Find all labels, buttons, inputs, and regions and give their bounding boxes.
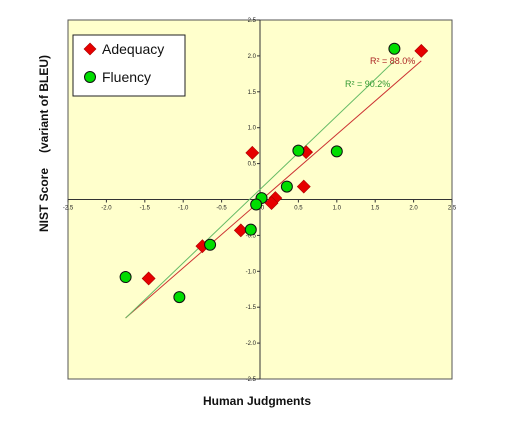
y-tick-label: 2.0 xyxy=(248,54,257,60)
y-tick-label: 0.5 xyxy=(248,162,257,168)
y-tick-label: -1.5 xyxy=(246,305,257,311)
y-tick-label: 2.5 xyxy=(248,18,257,24)
point-fluency xyxy=(251,199,262,210)
y-axis-title: NIST Score xyxy=(37,168,51,232)
point-fluency xyxy=(174,292,185,303)
x-tick-label: 0.5 xyxy=(294,206,303,212)
point-fluency xyxy=(331,146,342,157)
point-fluency xyxy=(389,43,400,54)
y-tick-label: -2.0 xyxy=(246,341,257,347)
x-tick-label: 2.0 xyxy=(409,206,418,212)
point-fluency xyxy=(120,272,131,283)
point-fluency xyxy=(245,224,256,235)
point-fluency xyxy=(293,145,304,156)
y-tick-label: 1.5 xyxy=(248,90,257,96)
x-tick-label: -1.5 xyxy=(140,206,151,212)
x-tick-label: 1.5 xyxy=(371,206,380,212)
x-tick-label: 2.5 xyxy=(448,206,457,212)
point-fluency xyxy=(205,239,216,250)
r2-label-adequacy: R² = 88.0% xyxy=(370,56,415,66)
legend-label-adequacy: Adequacy xyxy=(102,41,164,57)
x-tick-label: -0.5 xyxy=(216,206,227,212)
y-axis-subtitle: (variant of BLEU) xyxy=(37,55,51,153)
legend-marker-fluency xyxy=(85,72,96,83)
x-tick-label: -2.0 xyxy=(101,206,112,212)
x-tick-label: -2.5 xyxy=(63,206,74,212)
x-tick-label: 1.0 xyxy=(333,206,342,212)
y-tick-label: 1.0 xyxy=(248,126,257,132)
y-tick-label: -1.0 xyxy=(246,269,257,275)
r2-label-fluency: R² = 90.2% xyxy=(345,79,390,89)
point-fluency xyxy=(281,181,292,192)
x-axis-title: Human Judgments xyxy=(203,394,311,408)
x-tick-label: -1.0 xyxy=(178,206,189,212)
legend: Adequacy Fluency xyxy=(73,35,185,96)
y-tick-label: -2.5 xyxy=(246,377,257,383)
legend-label-fluency: Fluency xyxy=(102,69,151,85)
